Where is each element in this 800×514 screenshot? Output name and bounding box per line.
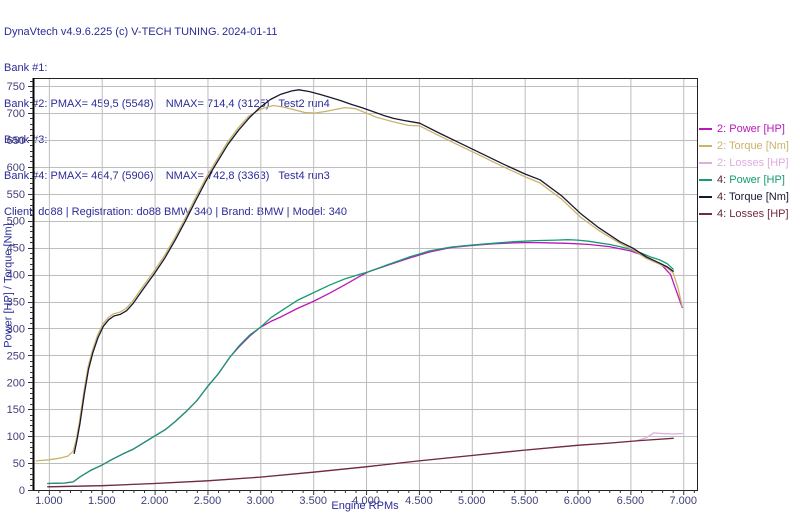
x-tick-label: 3.500 [299, 495, 327, 507]
legend-prefix: 4: [717, 207, 727, 220]
x-axis-title: Engine RPMs [331, 500, 399, 512]
legend-prefix: 2: [717, 156, 727, 169]
x-tick-label: 6.500 [617, 495, 645, 507]
x-tick-label: 1.000 [35, 495, 63, 507]
y-axis-title: Power [HP] / Torque [Nm] [2, 223, 15, 348]
x-tick-label: 2.000 [141, 495, 169, 507]
x-tick-label: 7.000 [669, 495, 697, 507]
legend-item-4-torque: 4: Torque [Nm] [699, 188, 789, 205]
x-tick-label: 4.500 [405, 495, 433, 507]
x-tick-label: 6.000 [564, 495, 592, 507]
y-tick-label: 0 [19, 485, 25, 497]
bank3-line: Bank #3: [4, 134, 48, 146]
x-tick-label: 4.000 [352, 495, 380, 507]
legend-item-2-power: 2: Power [HP] [699, 120, 789, 137]
legend-prefix: 4: [717, 190, 727, 203]
series-line-4-losses-hp- [47, 437, 674, 488]
legend-dash-4-power-icon [699, 178, 712, 181]
y-tick-label: 450 [7, 243, 25, 255]
x-tick-label: 2.500 [194, 495, 222, 507]
x-tick-label: 1.500 [88, 495, 116, 507]
chart-legend: 2: Power [HP] 2: Torque [Nm] 2: Losses [… [699, 120, 789, 222]
legend-prefix: 2: [717, 139, 727, 152]
legend-item-2-losses: 2: Losses [HP] [699, 154, 789, 171]
y-tick-label: 300 [7, 323, 25, 335]
legend-label: 4: Losses [HP] [717, 208, 789, 220]
legend-prefix: 2: [717, 122, 727, 135]
legend-item-2-torque: 2: Torque [Nm] [699, 137, 789, 154]
legend-label: 2: Losses [HP] [717, 157, 789, 169]
legend-dash-4-losses-icon [699, 212, 712, 215]
y-tick-label: 250 [7, 350, 25, 362]
y-tick-label: 400 [7, 270, 25, 282]
legend-dash-2-power-icon [699, 127, 712, 130]
legend-dash-2-losses-icon [699, 161, 712, 164]
series-line-2-torque-nm- [35, 104, 683, 462]
session-date: 2024-01-11 [222, 26, 278, 38]
legend-label: 2: Torque [Nm] [717, 140, 789, 152]
y-tick-label: 650 [7, 135, 25, 147]
app-title: DynaVtech v4.9.6.225 (c) V-TECH TUNING. [4, 26, 220, 38]
legend-label: 2: Power [HP] [717, 123, 785, 135]
series-line-4-power-hp- [47, 239, 674, 485]
legend-item-4-power: 4: Power [HP] [699, 171, 789, 188]
legend-prefix: 4: [717, 173, 727, 186]
y-tick-label: 750 [7, 81, 25, 93]
y-tick-label: 150 [7, 404, 25, 416]
series-line-2-power-hp- [47, 241, 683, 485]
bank1-line: Bank #1: [4, 62, 48, 74]
y-tick-label: 500 [7, 216, 25, 228]
y-tick-label: 600 [7, 162, 25, 174]
series-line-4-torque-nm- [73, 89, 674, 455]
x-tick-label: 5.500 [511, 495, 539, 507]
y-tick-label: 350 [7, 297, 25, 309]
legend-text: Torque [Nm] [726, 139, 789, 152]
legend-item-4-losses: 4: Losses [HP] [699, 205, 789, 222]
y-tick-label: 550 [7, 189, 25, 201]
x-tick-label: 3.000 [247, 495, 275, 507]
legend-text: Power [HP] [726, 173, 785, 186]
legend-label: 4: Power [HP] [717, 174, 785, 186]
legend-dash-4-torque-icon [699, 195, 712, 198]
y-tick-label: 100 [7, 431, 25, 443]
legend-text: Power [HP] [726, 122, 785, 135]
y-tick-label: 700 [7, 108, 25, 120]
series-line-2-losses-hp- [47, 432, 683, 488]
y-tick-label: 50 [13, 458, 25, 470]
x-tick-label: 5.000 [458, 495, 486, 507]
legend-dash-2-torque-icon [699, 144, 712, 147]
legend-text: Losses [HP] [726, 156, 789, 169]
legend-text: Torque [Nm] [726, 190, 789, 203]
y-tick-label: 200 [7, 377, 25, 389]
header-title-line: DynaVtech v4.9.6.225 (c) V-TECH TUNING. 2… [4, 26, 347, 38]
legend-text: Losses [HP] [726, 207, 789, 220]
legend-label: 4: Torque [Nm] [717, 191, 789, 203]
